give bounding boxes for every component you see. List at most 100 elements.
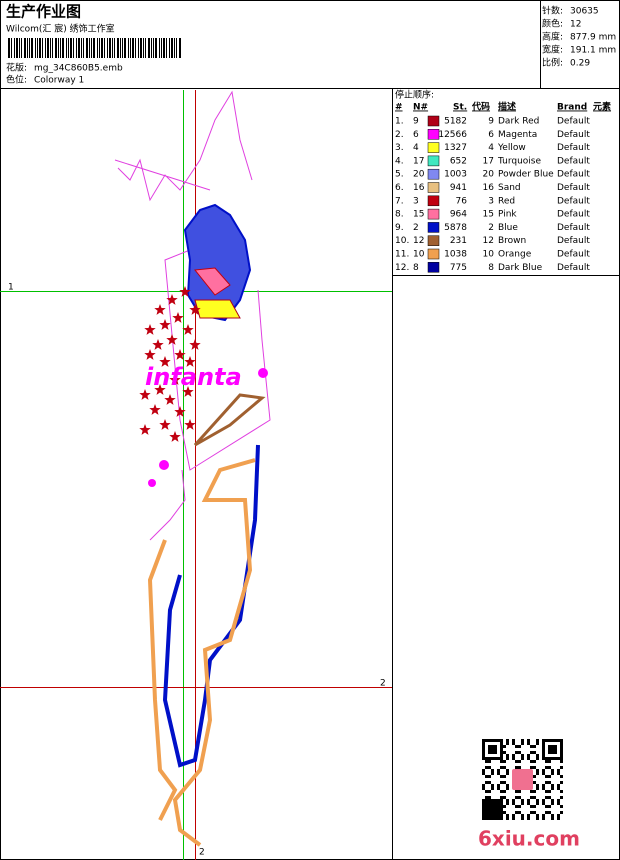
qr-cell [482,739,485,742]
bar [52,38,53,58]
stitch [194,267,231,296]
qr-cell [545,766,548,769]
row-number: 4. [395,156,404,166]
qr-cell [545,790,548,793]
qr-cell [551,739,554,742]
bar [155,38,157,58]
qr-cell [551,769,554,772]
qr-cell [560,757,563,760]
star [182,386,194,397]
qr-cell [506,799,509,802]
qr-cell [554,739,557,742]
qr-cell [533,805,536,808]
star [184,419,196,430]
qr-cell [500,808,503,811]
star [159,319,171,330]
star [159,419,171,430]
qr-cell [503,781,506,784]
qr-cell [497,739,500,742]
qr-cell [518,751,521,754]
qr-cell [554,748,557,751]
dot [159,460,169,470]
needle: 12 [413,236,424,246]
qr-cell [533,781,536,784]
description: Dark Red [498,117,539,127]
bar [148,38,150,58]
qr-cell [491,811,494,814]
qr-cell [500,760,503,763]
qr-cell [518,796,521,799]
qr-cell [485,808,488,811]
qr-cell [545,781,548,784]
qr-cell [485,799,488,802]
qr-cell [521,817,524,820]
star [174,406,186,417]
bar [19,38,20,58]
bar [50,38,51,58]
qr-cell [557,817,560,820]
qr-cell [548,766,551,769]
qr-cell [506,772,509,775]
qr-cell [536,802,539,805]
qr-cell [542,745,545,748]
qr-cell [494,814,497,817]
qr-cell [548,751,551,754]
qr-cell [482,751,485,754]
qr-cell [545,739,548,742]
qr-cell [560,760,563,763]
qr-cell [500,811,503,814]
qr-cell [512,757,515,760]
bar [128,38,129,58]
qr-cell [536,742,539,745]
qr-cell [494,748,497,751]
qr-cell [497,757,500,760]
guide-label: 1 [8,283,14,293]
description: Yellow [497,143,526,153]
qr-cell [488,796,491,799]
qr-cell [551,745,554,748]
qr-cell [482,769,485,772]
color-swatch [427,155,440,167]
qr-code [482,739,563,820]
qr-cell [482,784,485,787]
qr-cell [506,814,509,817]
qr-cell [482,748,485,751]
qr-cell [515,796,518,799]
qr-cell [542,751,545,754]
qr-cell [482,787,485,790]
qr-cell [542,742,545,745]
brand: Default [557,143,590,153]
qr-cell [494,745,497,748]
qr-cell [533,790,536,793]
code: 4 [488,143,494,153]
qr-cell [536,799,539,802]
stat-value: 877.9 mm [570,33,616,43]
qr-cell [515,811,518,814]
stitches: 1327 [444,143,467,153]
qr-cell [494,802,497,805]
color-swatch [427,195,440,207]
stat-value: 191.1 mm [570,46,616,56]
qr-cell [494,757,497,760]
qr-cell [560,775,563,778]
column-header: N# [413,103,428,113]
qr-cell [548,790,551,793]
qr-cell [551,772,554,775]
stitches: 941 [450,183,467,193]
qr-cell [485,802,488,805]
qr-cell [500,817,503,820]
qr-cell [554,757,557,760]
column-header: 描述 [498,101,516,113]
qr-cell [548,757,551,760]
qr-cell [551,787,554,790]
qr-cell [503,775,506,778]
bar [89,38,90,58]
row-number: 5. [395,170,404,180]
qr-cell [548,811,551,814]
qr-cell [527,814,530,817]
needle: 16 [413,183,425,193]
qr-cell [485,775,488,778]
qr-cell [518,766,521,769]
bar [104,38,105,58]
qr-cell [515,766,518,769]
